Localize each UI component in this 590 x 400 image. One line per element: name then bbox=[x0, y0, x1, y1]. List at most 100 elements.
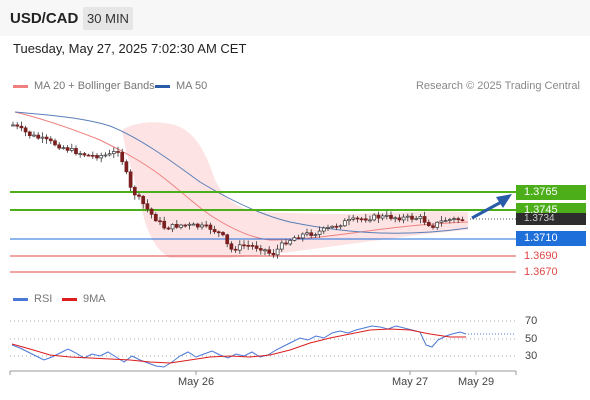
resistance-2-label: 1.3765 bbox=[516, 185, 586, 200]
candle-body bbox=[313, 234, 318, 236]
legend-ma20-bollinger: MA 20 + Bollinger Bands bbox=[13, 80, 155, 92]
candle-body bbox=[351, 217, 356, 220]
candle-body bbox=[78, 153, 83, 155]
candle-body bbox=[372, 214, 377, 221]
rsi-tick-70: 70 bbox=[525, 315, 538, 327]
candle-body bbox=[338, 225, 343, 228]
candle-body bbox=[330, 225, 335, 228]
candle-body bbox=[90, 154, 95, 157]
candle-body bbox=[389, 214, 393, 219]
candle-body bbox=[250, 245, 255, 247]
legend-rsi: RSI bbox=[13, 293, 52, 305]
candle-body bbox=[221, 232, 225, 236]
candle-body bbox=[187, 223, 192, 226]
legend-label: MA 50 bbox=[176, 80, 208, 92]
candle-body bbox=[246, 244, 251, 247]
candle-body bbox=[342, 220, 347, 227]
candle-body bbox=[359, 218, 364, 221]
candle-body bbox=[19, 125, 24, 129]
ma20-swatch bbox=[13, 84, 28, 88]
candle-body bbox=[242, 244, 246, 247]
candle-body bbox=[23, 127, 28, 133]
candle-body bbox=[271, 252, 276, 256]
candle-body bbox=[443, 220, 448, 222]
candle-body bbox=[216, 231, 221, 234]
candle-body bbox=[254, 245, 259, 249]
9ma-swatch bbox=[62, 297, 77, 301]
candle-body bbox=[11, 124, 15, 127]
candle-body bbox=[275, 248, 280, 256]
candle-body bbox=[309, 232, 314, 236]
candle-body bbox=[32, 134, 36, 137]
candle-body bbox=[107, 153, 112, 156]
legend-9ma: 9MA bbox=[62, 293, 106, 305]
candle-body bbox=[44, 136, 49, 140]
candle-body bbox=[233, 248, 238, 251]
candle-body bbox=[355, 217, 360, 220]
legend-label: MA 20 + Bollinger Bands bbox=[34, 80, 155, 92]
candle-body bbox=[124, 161, 129, 173]
candle-body bbox=[405, 215, 410, 218]
candle-body bbox=[162, 220, 167, 229]
candle-body bbox=[82, 153, 87, 156]
candle-body bbox=[288, 240, 293, 245]
candle-body bbox=[439, 220, 444, 223]
candle-body bbox=[321, 227, 326, 232]
candle-body bbox=[57, 144, 62, 149]
candle-body bbox=[435, 221, 440, 228]
rsi-swatch bbox=[13, 297, 28, 301]
timestamp: Tuesday, May 27, 2025 7:02:30 AM CET bbox=[13, 41, 247, 56]
support-1-label: 1.3690 bbox=[524, 250, 558, 262]
candle-body bbox=[300, 233, 305, 239]
candle-body bbox=[410, 215, 414, 220]
copyright-text: Research © 2025 Trading Central bbox=[415, 80, 580, 92]
timeframe-button[interactable]: 30 MIN bbox=[83, 7, 133, 30]
candlestick-series bbox=[11, 121, 465, 259]
rsi-line bbox=[11, 325, 467, 368]
candle-body bbox=[334, 225, 339, 228]
forecast-arrow bbox=[471, 194, 512, 220]
candle-body bbox=[132, 186, 137, 196]
candle-body bbox=[128, 171, 133, 188]
candle-body bbox=[384, 214, 389, 217]
candle-body bbox=[431, 225, 435, 228]
candle-body bbox=[258, 248, 263, 251]
candle-body bbox=[426, 221, 431, 227]
rsi-tick-30: 30 bbox=[525, 350, 538, 362]
candle-body bbox=[305, 232, 309, 235]
candle-body bbox=[326, 227, 330, 229]
candle-body bbox=[225, 234, 230, 245]
candle-body bbox=[120, 151, 125, 163]
candle-body bbox=[418, 216, 423, 219]
x-label-may27: May 27 bbox=[392, 376, 429, 388]
candle-body bbox=[103, 154, 108, 157]
candle-body bbox=[363, 218, 368, 221]
candle-body bbox=[279, 242, 284, 250]
candle-body bbox=[69, 148, 74, 151]
legend-label: 9MA bbox=[83, 293, 106, 305]
candle-body bbox=[401, 216, 406, 221]
candle-body bbox=[208, 224, 213, 230]
candle-body bbox=[137, 194, 141, 197]
candle-body bbox=[40, 136, 45, 139]
candle-body bbox=[292, 237, 297, 241]
candle-body bbox=[174, 224, 179, 228]
candle-body bbox=[204, 224, 209, 227]
support-2-label: 1.3670 bbox=[524, 266, 558, 278]
candle-body bbox=[229, 243, 234, 250]
candle-body bbox=[53, 140, 57, 146]
candle-body bbox=[74, 148, 78, 155]
candle-body bbox=[452, 218, 456, 220]
candle-body bbox=[183, 224, 188, 227]
candle-body bbox=[380, 215, 385, 219]
candle-body bbox=[158, 220, 162, 223]
candle-body bbox=[263, 249, 267, 252]
candle-body bbox=[145, 203, 150, 210]
legend-ma50: MA 50 bbox=[155, 80, 207, 92]
candle-body bbox=[267, 249, 272, 254]
last-price-label: 1.3734 bbox=[516, 213, 586, 225]
candle-body bbox=[212, 229, 217, 233]
candle-body bbox=[347, 218, 351, 222]
candle-body bbox=[27, 131, 32, 137]
